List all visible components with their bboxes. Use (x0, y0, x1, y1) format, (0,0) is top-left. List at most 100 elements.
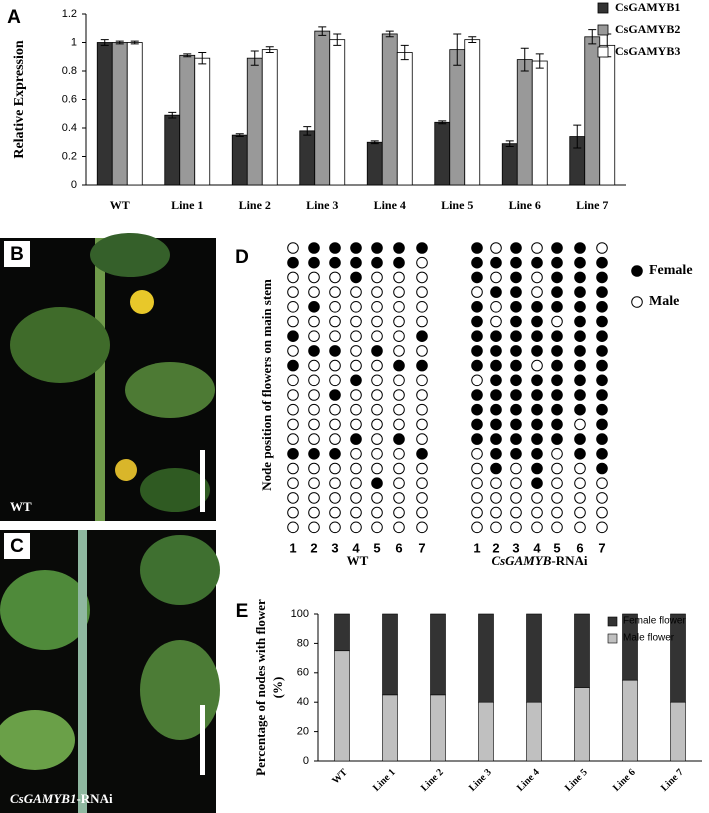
x-tick-label: Line 6 (611, 767, 638, 794)
flower-dot (551, 433, 563, 445)
flower-dot (371, 315, 383, 328)
column-label: 7 (598, 540, 605, 555)
flower-dot (308, 271, 320, 284)
leaf (10, 307, 110, 383)
label-part: -RNAi (551, 553, 587, 568)
panel-letter: D (235, 247, 249, 268)
flower-dot (596, 301, 608, 313)
flower-dot (531, 301, 543, 313)
flower-dot (329, 477, 341, 490)
leaf (0, 710, 75, 770)
flower-dot (596, 433, 608, 445)
flower-dot (393, 448, 405, 460)
flower-dot (350, 433, 362, 445)
flower-dot (471, 389, 483, 401)
legend-swatch (607, 616, 618, 627)
flower-dot (287, 271, 299, 284)
x-tick-label: Line 1 (371, 767, 398, 794)
flower-dot (510, 286, 522, 298)
flower-dot (371, 389, 383, 401)
flower-dot (490, 330, 502, 343)
flower-dot (574, 359, 586, 372)
flower-dot (350, 359, 362, 372)
flower-dot (350, 521, 362, 534)
flower-dot (531, 242, 543, 254)
y-axis-label: Relative Expression (12, 40, 27, 159)
flower-dot (308, 389, 320, 401)
bar (126, 42, 143, 186)
flower-dot (287, 242, 299, 254)
error-bar (333, 33, 342, 46)
flower-dot (471, 256, 483, 269)
flower-dot (308, 433, 320, 445)
flower-dot (308, 462, 320, 475)
flower-dot (329, 433, 341, 445)
flower-dot (510, 330, 522, 343)
flower-dot (416, 374, 428, 387)
column-label: 6 (395, 540, 402, 555)
flower-dot (510, 418, 522, 431)
flower-dot (393, 389, 405, 401)
bar-segment (382, 694, 398, 762)
flower-dot (510, 345, 522, 357)
column-label: 2 (492, 540, 499, 555)
flower-dot (490, 521, 502, 534)
column-label: 4 (352, 540, 360, 555)
flower-dot (416, 389, 428, 401)
y-tick-label: 20 (297, 726, 309, 738)
flower-dot (393, 286, 405, 298)
flower-dot (510, 506, 522, 519)
flower-dot (574, 492, 586, 504)
flower-dot (531, 433, 543, 445)
flower-dot (596, 271, 608, 284)
flower-dot (308, 315, 320, 328)
y-tick-label: 0.8 (62, 65, 77, 77)
photo-c (0, 530, 220, 813)
y-tick-label: 40 (297, 696, 309, 708)
flower-dot (308, 506, 320, 519)
leaf (140, 535, 220, 605)
error-bar (438, 120, 447, 125)
flower-dot (371, 477, 383, 490)
flower-dot (551, 448, 563, 460)
flower-dot (531, 374, 543, 387)
flower-dot (471, 506, 483, 519)
flower-dot (308, 330, 320, 343)
flower-dot (350, 345, 362, 357)
flower-dot (287, 389, 299, 401)
flower-dot (308, 492, 320, 504)
error-bar (183, 53, 192, 58)
bar (464, 39, 481, 186)
flower-dot (416, 315, 428, 328)
scale-bar (200, 705, 205, 775)
column-label: 4 (533, 540, 541, 555)
flower-dot (393, 418, 405, 431)
flower-dot (371, 492, 383, 504)
flower-dot (471, 433, 483, 445)
flower-dot (350, 448, 362, 460)
flower (115, 459, 137, 481)
flower-dot (471, 345, 483, 357)
flower-dot (329, 242, 341, 254)
flower-dot (329, 492, 341, 504)
error-bar (385, 30, 394, 38)
flower-dot (329, 389, 341, 401)
bar (516, 59, 533, 186)
flower-dot (329, 256, 341, 269)
legend-label: CsGAMYB2 (615, 22, 680, 36)
flower-dot (393, 492, 405, 504)
flower-dot (287, 301, 299, 313)
leaf (0, 570, 90, 650)
flower-dot (350, 242, 362, 254)
letter-box (4, 241, 30, 267)
bar (314, 30, 331, 186)
flower-dot (308, 477, 320, 490)
y-tick-label: 0 (303, 755, 309, 767)
label-part: CsGAMYB1 (10, 791, 76, 806)
flower-dot (531, 506, 543, 519)
flower-dot (329, 506, 341, 519)
flower-dot (490, 477, 502, 490)
bar-segment (574, 687, 590, 762)
column-label: 3 (512, 540, 519, 555)
panel-letter: E (236, 601, 249, 622)
